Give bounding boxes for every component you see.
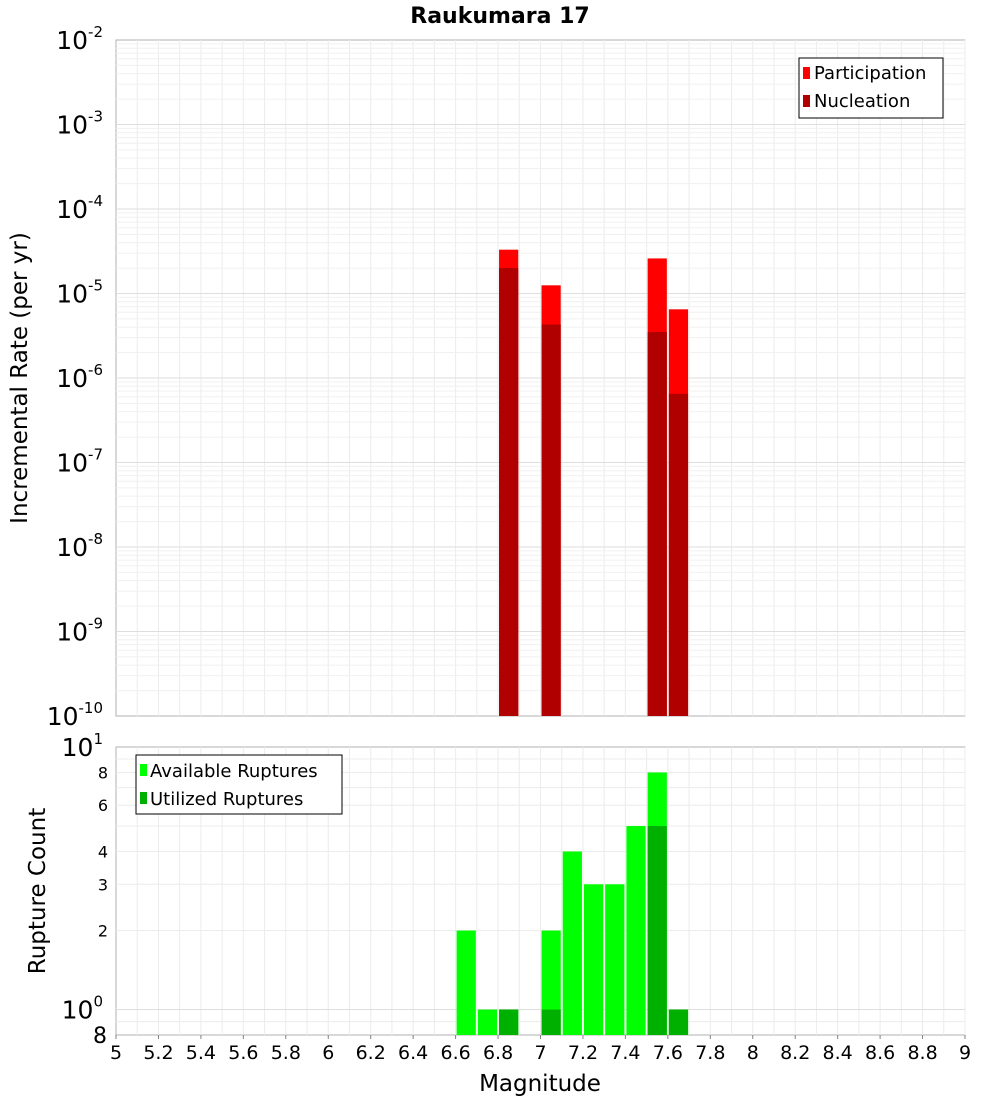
x-tick-label: 8.6 (865, 1042, 895, 1064)
x-tick-label: 6.2 (356, 1042, 386, 1064)
count-y-minor-tick-label: 8 (98, 763, 108, 782)
available-ruptures-bar (605, 884, 625, 1035)
x-tick-label: 7.2 (568, 1042, 598, 1064)
rate-y-tick-label: 10-3 (56, 108, 103, 140)
nucleation-legend-swatch (803, 95, 810, 107)
x-tick-label: 5 (110, 1042, 122, 1064)
x-tick-label: 7.8 (695, 1042, 725, 1064)
rate-y-tick-label: 10-4 (56, 192, 103, 224)
count-y-minor-tick-label: 3 (98, 875, 108, 894)
count-y-major-tick-label: 100 (62, 993, 103, 1025)
nucleation-bar (668, 393, 689, 716)
rate-bars (499, 249, 689, 716)
rate-panel: 10-10 10-9 10-8 10-7 10-6 10-5 10-4 10-3 10-2 In… (7, 23, 966, 731)
count-y-major-tick-label: 101 (62, 730, 103, 762)
x-tick-label: 6.4 (398, 1042, 428, 1064)
rate-y-tick-label: 10-2 (56, 23, 103, 55)
x-tick-label: 8.8 (907, 1042, 937, 1064)
x-tick-label: 8.4 (823, 1042, 853, 1064)
x-tick-label: 5.2 (143, 1042, 173, 1064)
count-y-minor-tick-label: 2 (98, 922, 108, 941)
nucleation-bar (499, 268, 519, 716)
available-ruptures-bar (456, 930, 476, 1035)
available-legend-label: Available Ruptures (150, 761, 318, 782)
count-y-minor-tick-label: 6 (98, 796, 108, 815)
rate-y-tick-label: 10-8 (56, 530, 103, 562)
rate-legend: Participation Nucleation (798, 57, 944, 119)
nucleation-bar (647, 332, 667, 716)
x-tick-label: 6.6 (440, 1042, 470, 1064)
utilized-ruptures-bar (647, 826, 667, 1035)
utilized-ruptures-bar (541, 1009, 561, 1035)
x-tick-label: 8.2 (780, 1042, 810, 1064)
x-tick-label: 7.6 (653, 1042, 683, 1064)
rate-y-tick-label: 10-10 (47, 699, 103, 731)
x-tick-label: 5.8 (271, 1042, 301, 1064)
utilized-legend-swatch (140, 792, 147, 804)
x-tick-label: 8 (747, 1042, 759, 1064)
x-tick-label: 5.4 (186, 1042, 216, 1064)
utilized-legend-label: Utilized Ruptures (150, 789, 303, 810)
x-tick-label: 6 (322, 1042, 334, 1064)
x-tick-label: 5.6 (228, 1042, 258, 1064)
rate-y-tick-label: 10-7 (56, 446, 103, 478)
x-tick-labels: 5 5.2 5.4 5.6 5.8 6 6.2 6.4 6.6 6.8 7 7.2 7.4 7.6 7.8 8… (110, 1035, 971, 1064)
available-ruptures-bar (541, 930, 561, 1035)
available-ruptures-bar (477, 1009, 498, 1035)
participation-legend-label: Participation (814, 63, 926, 84)
rate-y-tick-label: 10-9 (56, 615, 103, 647)
count-y-minor-tick-label: 8 (93, 1024, 107, 1049)
utilized-ruptures-bar (668, 1009, 689, 1035)
available-ruptures-bar (626, 826, 646, 1035)
nucleation-legend-label: Nucleation (814, 91, 910, 112)
x-tick-label: 7 (534, 1042, 546, 1064)
participation-legend-swatch (803, 67, 810, 79)
rate-y-axis-label: Incremental Rate (per yr) (7, 232, 33, 524)
x-tick-label: 7.4 (610, 1042, 640, 1064)
x-tick-label: 9 (959, 1042, 971, 1064)
count-legend: Available Ruptures Utilized Ruptures (135, 754, 343, 815)
rate-y-tick-labels: 10-10 10-9 10-8 10-7 10-6 10-5 10-4 10-3 10-2 (47, 23, 103, 731)
nucleation-bar (541, 324, 561, 716)
count-legend-box (135, 754, 343, 815)
available-ruptures-bar (562, 851, 582, 1035)
count-y-axis-label: Rupture Count (25, 808, 51, 974)
count-y-minor-tick-label: 4 (98, 842, 108, 861)
rate-y-tick-label: 10-6 (56, 361, 103, 393)
x-tick-label: 6.8 (483, 1042, 513, 1064)
available-legend-swatch (140, 764, 147, 776)
utilized-ruptures-bar (499, 1009, 519, 1035)
rate-y-tick-label: 10-5 (56, 277, 103, 309)
rate-legend-box (798, 57, 944, 119)
x-axis-label: Magnitude (479, 1071, 601, 1097)
rate-gridlines (116, 40, 966, 716)
available-ruptures-bar (583, 884, 604, 1035)
chart-title: Raukumara 17 (410, 4, 589, 29)
count-bars (456, 772, 689, 1035)
